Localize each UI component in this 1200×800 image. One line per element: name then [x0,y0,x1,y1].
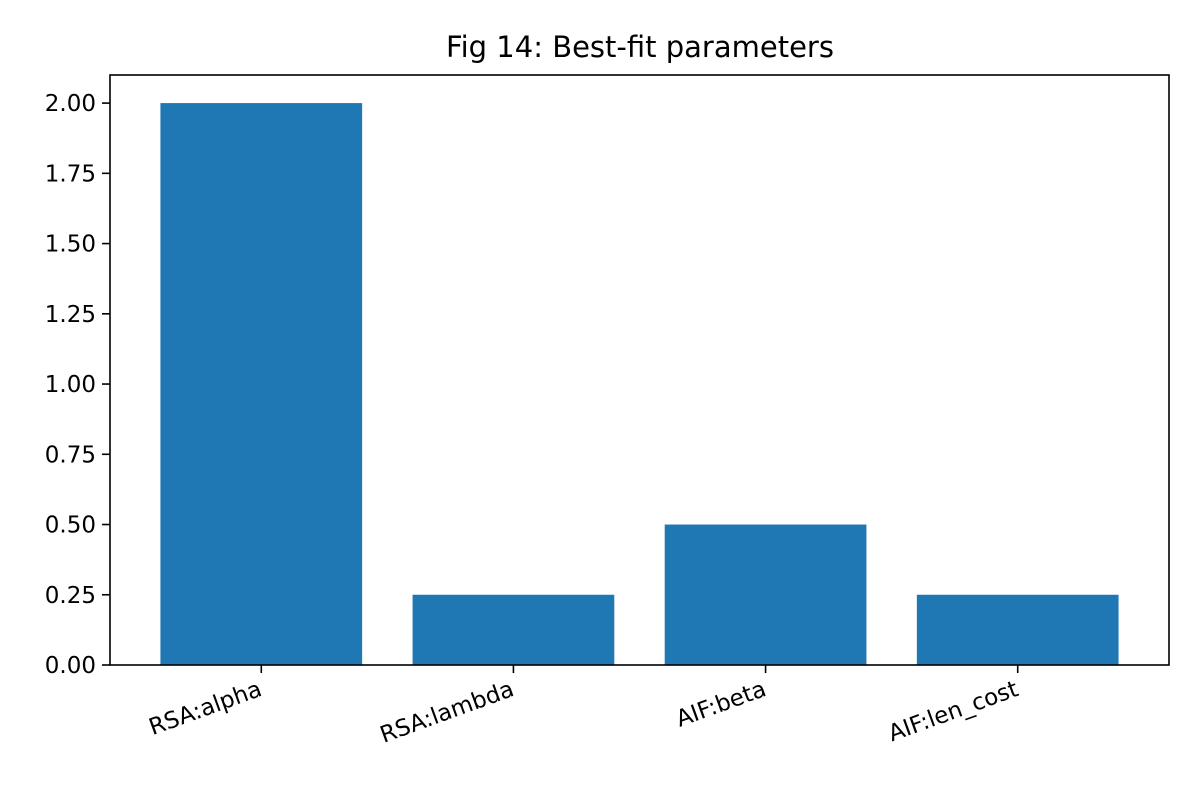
y-tick-label: 1.75 [45,161,96,187]
y-tick-label: 0.25 [45,583,96,609]
y-tick-label: 1.25 [45,302,96,328]
x-axis: RSA:alpha RSA:lambda AIF:beta AIF:len_cost [146,665,1022,749]
x-tick-label: RSA:alpha [146,676,266,741]
plot-frame [109,74,1170,666]
y-tick-label: 0.00 [45,653,96,679]
x-tick-label: AIF:beta [673,676,770,732]
y-tick-label: 1.50 [45,232,96,258]
bar-rsa-lambda [412,594,615,665]
y-tick-label: 0.75 [45,442,96,468]
bars-layer [160,103,1119,666]
y-tick-label: 2.00 [45,91,96,117]
bar-aif-len-cost [916,594,1119,665]
y-axis: 0.00 0.25 0.50 0.75 1.00 1.25 1.50 1.75 2.00 [45,91,110,679]
y-tick-label: 1.00 [45,372,96,398]
bar-aif-beta [664,524,867,665]
bar-rsa-alpha [160,103,363,666]
chart-title: Fig 14: Best-fit parameters [446,30,834,64]
x-tick-label: AIF:len_cost [885,676,1022,747]
x-tick-label: RSA:lambda [377,676,518,748]
y-tick-label: 0.50 [45,513,96,539]
